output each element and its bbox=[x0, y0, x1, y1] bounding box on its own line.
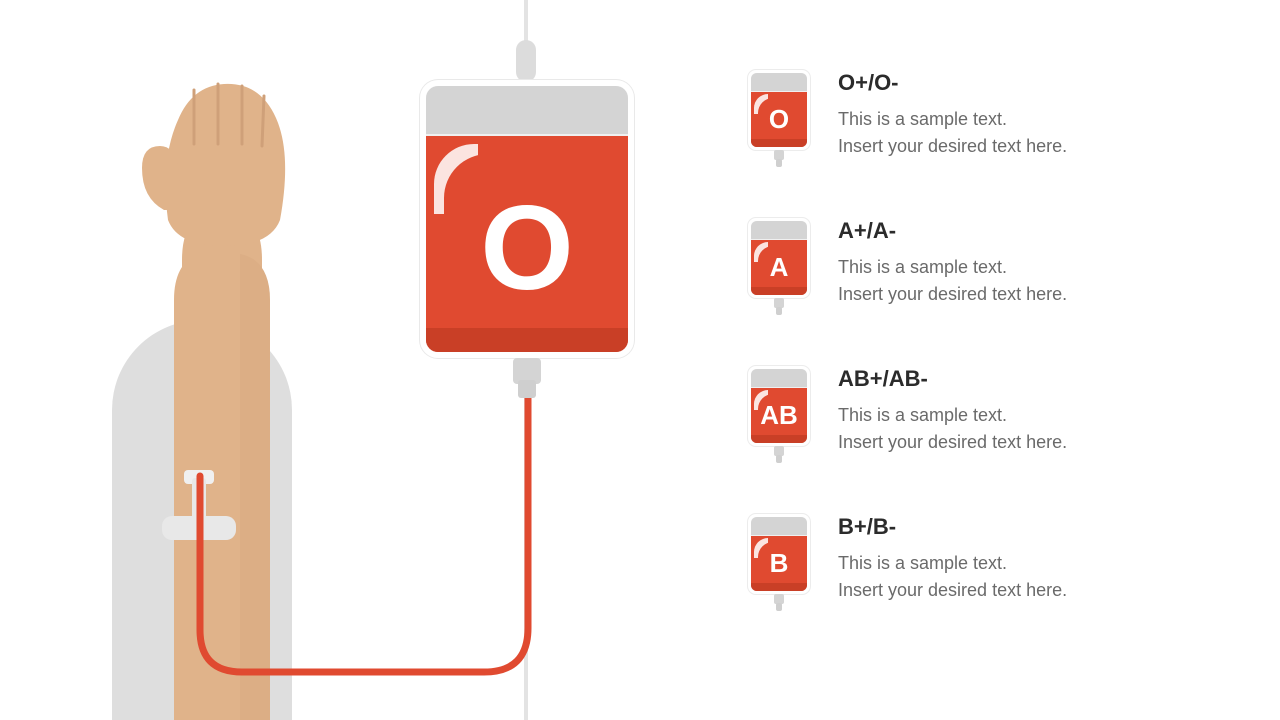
blood-bag-icon: O bbox=[748, 70, 810, 150]
main-blood-bag: O bbox=[420, 80, 634, 358]
main-bag-label: O bbox=[420, 188, 634, 308]
blood-type-desc: This is a sample text. Insert your desir… bbox=[838, 106, 1067, 160]
blood-type-title: O+/O- bbox=[838, 70, 1067, 96]
main-bag-port-tip-icon bbox=[518, 380, 536, 398]
bandage-tape-icon bbox=[162, 516, 236, 540]
list-item-text: AB+/AB- This is a sample text. Insert yo… bbox=[838, 366, 1067, 456]
blood-type-title: B+/B- bbox=[838, 514, 1067, 540]
blood-bag-icon: AB bbox=[748, 366, 810, 446]
mini-bag-label: O bbox=[748, 104, 810, 135]
list-item: O O+/O- This is a sample text. Insert yo… bbox=[748, 70, 1228, 160]
list-item: A A+/A- This is a sample text. Insert yo… bbox=[748, 218, 1228, 308]
main-bag-air bbox=[426, 86, 628, 134]
arm-illustration bbox=[120, 60, 380, 720]
list-item-text: B+/B- This is a sample text. Insert your… bbox=[838, 514, 1067, 604]
blood-type-desc: This is a sample text. Insert your desir… bbox=[838, 550, 1067, 604]
blood-type-desc: This is a sample text. Insert your desir… bbox=[838, 254, 1067, 308]
blood-type-desc: This is a sample text. Insert your desir… bbox=[838, 402, 1067, 456]
slide-canvas: O O O+/O- This is a sample text. Insert … bbox=[0, 0, 1280, 720]
blood-type-title: A+/A- bbox=[838, 218, 1067, 244]
blood-type-title: AB+/AB- bbox=[838, 366, 1067, 392]
iv-hanger-knob bbox=[516, 40, 536, 82]
list-item-text: O+/O- This is a sample text. Insert your… bbox=[838, 70, 1067, 160]
list-item: AB AB+/AB- This is a sample text. Insert… bbox=[748, 366, 1228, 456]
blood-bag-icon: A bbox=[748, 218, 810, 298]
mini-bag-label: A bbox=[748, 252, 810, 283]
blood-bag-icon: B bbox=[748, 514, 810, 594]
list-item-text: A+/A- This is a sample text. Insert your… bbox=[838, 218, 1067, 308]
mini-bag-label: B bbox=[748, 548, 810, 579]
blood-type-list: O O+/O- This is a sample text. Insert yo… bbox=[748, 70, 1228, 662]
mini-bag-label: AB bbox=[748, 400, 810, 431]
main-bag-blood-shadow bbox=[426, 328, 628, 352]
list-item: B B+/B- This is a sample text. Insert yo… bbox=[748, 514, 1228, 604]
